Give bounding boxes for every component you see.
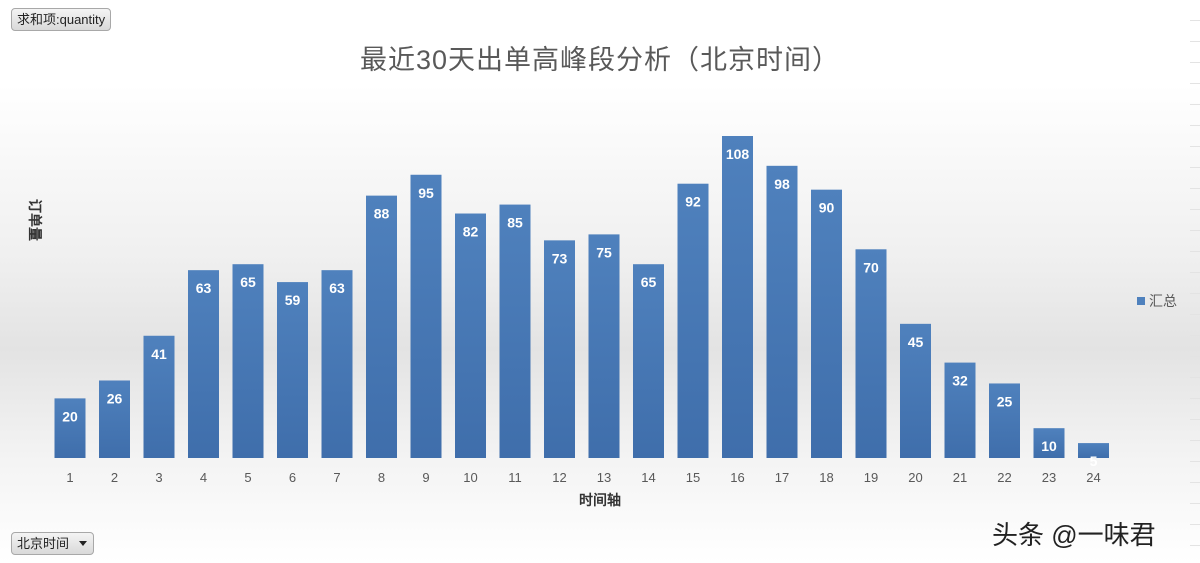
- dropdown-arrow-icon[interactable]: [79, 541, 88, 546]
- x-tick-2: 2: [111, 470, 118, 485]
- x-tick-10: 10: [463, 470, 477, 485]
- worksheet-edge: [1190, 0, 1200, 563]
- legend-swatch: [1137, 297, 1145, 305]
- bar-20: [900, 323, 931, 458]
- x-tick-13: 13: [597, 470, 611, 485]
- data-label-12: 73: [552, 250, 568, 266]
- data-label-10: 82: [463, 224, 479, 240]
- bar-4: [188, 270, 219, 458]
- x-tick-23: 23: [1042, 470, 1056, 485]
- x-axis-label: 时间轴: [579, 492, 621, 508]
- data-label-20: 45: [908, 334, 924, 350]
- data-label-23: 10: [1041, 438, 1057, 454]
- x-tick-4: 4: [200, 470, 207, 485]
- bar-5: [232, 264, 264, 458]
- data-label-22: 25: [997, 393, 1013, 409]
- x-tick-14: 14: [641, 470, 655, 485]
- bar-7: [321, 270, 353, 458]
- value-field-button[interactable]: 求和项:quantity: [11, 8, 112, 31]
- x-tick-7: 7: [333, 470, 340, 485]
- data-label-1: 20: [62, 408, 78, 424]
- data-label-21: 32: [952, 373, 968, 389]
- bar-19: [855, 249, 887, 458]
- bar-24: [1078, 443, 1109, 458]
- bar-12: [544, 240, 575, 458]
- x-tick-17: 17: [775, 470, 789, 485]
- bar-14: [633, 264, 664, 458]
- bar-18: [811, 189, 842, 458]
- bar-15: [677, 183, 709, 458]
- data-label-9: 95: [418, 185, 434, 201]
- x-tick-6: 6: [289, 470, 296, 485]
- x-tick-21: 21: [953, 470, 967, 485]
- chart-title: 最近30天出单高峰段分析（北京时间）: [359, 45, 841, 75]
- bar-17: [766, 165, 798, 458]
- data-label-18: 90: [819, 200, 835, 216]
- x-tick-3: 3: [155, 470, 162, 485]
- legend-entry: 汇总: [1149, 293, 1177, 309]
- data-label-14: 65: [641, 274, 657, 290]
- bar-16: [722, 136, 753, 458]
- watermark: 头条 @一味君: [992, 520, 1156, 550]
- axis-field-label: 北京时间: [17, 536, 70, 551]
- bar-3: [143, 335, 175, 458]
- x-tick-22: 22: [997, 470, 1011, 485]
- x-tick-1: 1: [66, 470, 73, 485]
- data-label-24: 5: [1090, 453, 1098, 469]
- data-label-15: 92: [685, 194, 701, 210]
- data-label-6: 59: [285, 292, 301, 308]
- x-tick-labels: 1 2 3 4 5 6 7 8 9 10 11 12 13 14 15 16 17 18 19 20 21 22 23 24: [66, 470, 1100, 485]
- data-label-4: 63: [196, 280, 212, 296]
- x-tick-15: 15: [686, 470, 700, 485]
- data-label-16: 108: [726, 146, 750, 162]
- x-tick-5: 5: [244, 470, 251, 485]
- bar-22: [989, 383, 1020, 458]
- bar-11: [499, 204, 531, 458]
- axis-field-dropdown[interactable]: 北京时间: [11, 532, 95, 555]
- data-label-8: 88: [374, 206, 390, 222]
- x-tick-11: 11: [508, 470, 522, 485]
- x-tick-24: 24: [1086, 470, 1100, 485]
- bar-6: [277, 282, 308, 458]
- bar-series: 20 26 41 63 65 59 63 88 95 82 85 73 75 65 92 108 98 90 70 4…: [54, 136, 1109, 469]
- bar-23: [1033, 428, 1065, 458]
- data-label-7: 63: [329, 280, 345, 296]
- data-label-19: 70: [863, 259, 879, 275]
- bar-13: [588, 234, 620, 458]
- legend: 汇总: [1137, 291, 1177, 311]
- bar-8: [366, 195, 397, 458]
- bar-1: [54, 398, 86, 458]
- data-label-13: 75: [596, 244, 612, 260]
- bar-10: [455, 213, 486, 458]
- x-tick-16: 16: [730, 470, 744, 485]
- x-tick-9: 9: [422, 470, 429, 485]
- bar-9: [410, 174, 442, 458]
- bar-2: [99, 380, 130, 458]
- x-tick-8: 8: [378, 470, 385, 485]
- data-label-2: 26: [107, 390, 123, 406]
- data-label-11: 85: [507, 215, 523, 231]
- data-label-17: 98: [774, 176, 790, 192]
- bar-21: [944, 362, 976, 458]
- x-tick-18: 18: [819, 470, 833, 485]
- data-label-5: 65: [240, 274, 256, 290]
- x-tick-20: 20: [908, 470, 922, 485]
- x-tick-12: 12: [552, 470, 566, 485]
- x-tick-19: 19: [864, 470, 878, 485]
- data-label-3: 41: [151, 346, 167, 362]
